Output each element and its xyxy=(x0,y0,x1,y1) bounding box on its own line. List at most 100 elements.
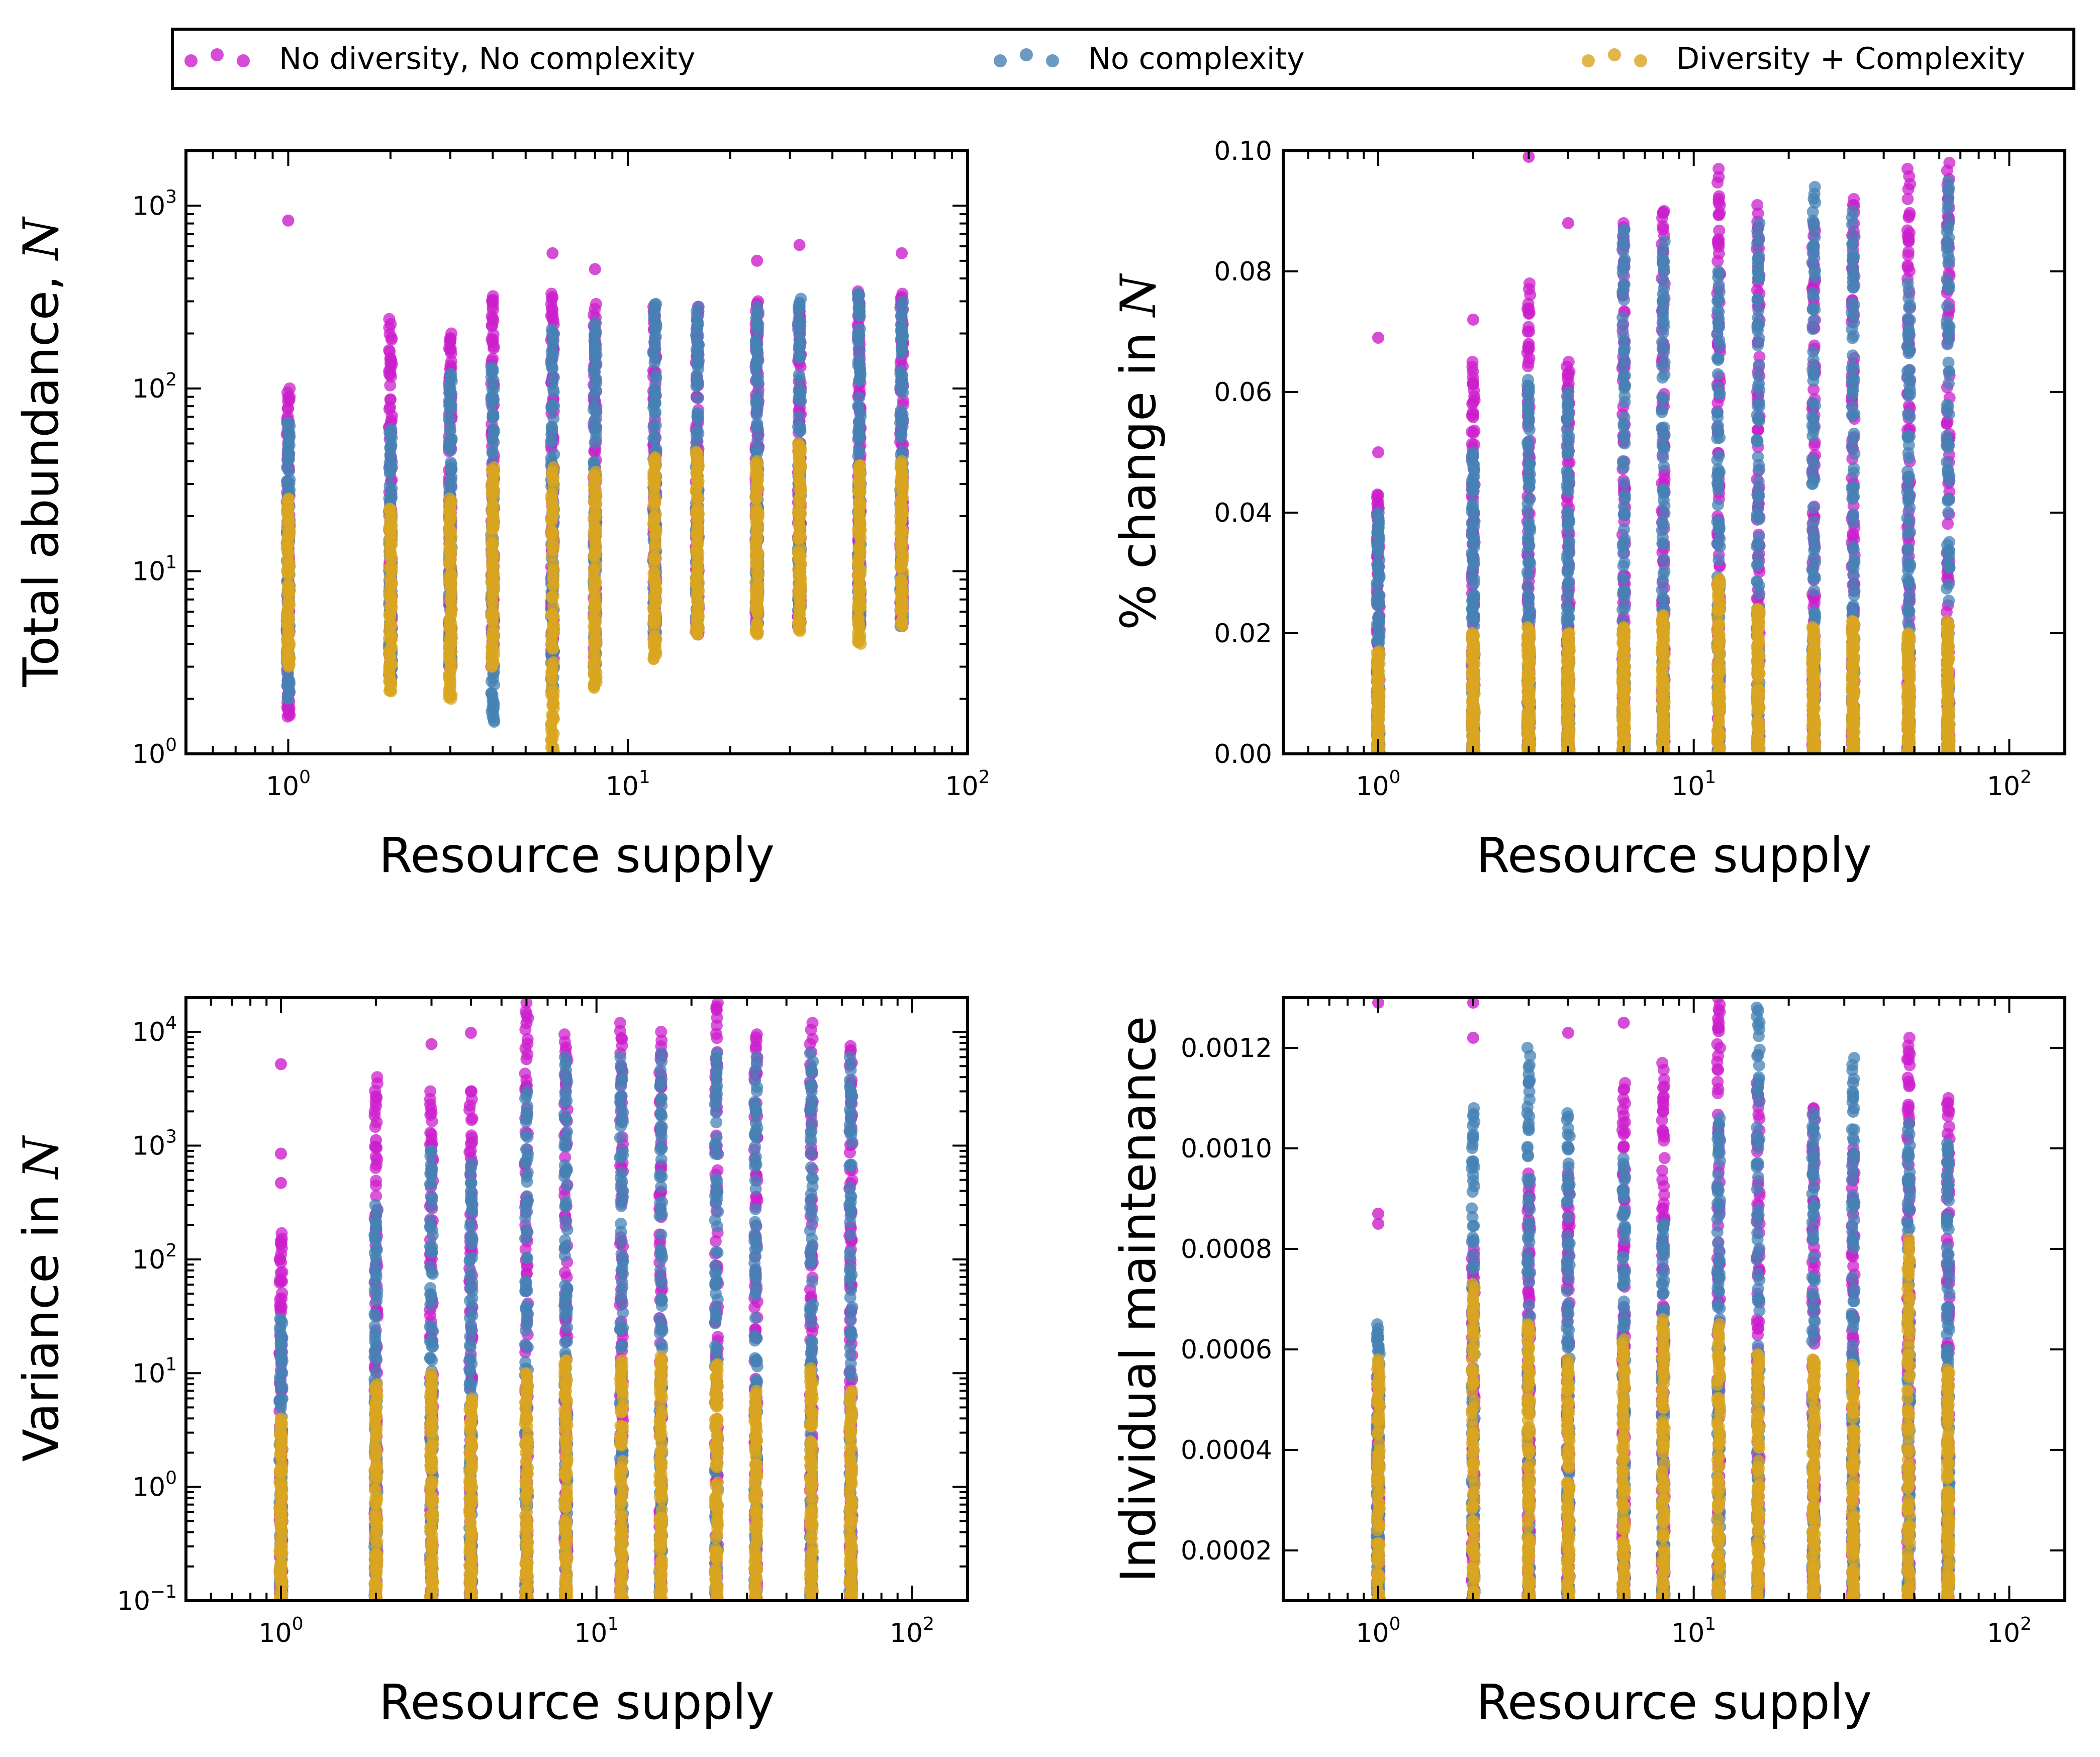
data-point xyxy=(546,362,559,374)
data-point xyxy=(1901,193,1914,206)
data-point xyxy=(1562,367,1574,380)
data-point xyxy=(443,650,455,663)
data-point xyxy=(385,628,398,641)
data-point xyxy=(853,476,866,489)
data-point xyxy=(589,436,601,449)
data-point xyxy=(691,345,704,358)
data-point xyxy=(281,583,294,596)
data-point xyxy=(1466,517,1478,530)
data-point xyxy=(1372,507,1385,519)
data-point xyxy=(1468,573,1481,585)
data-point xyxy=(546,642,559,655)
data-point xyxy=(792,421,804,433)
data-point xyxy=(1901,261,1914,273)
data-point xyxy=(444,424,457,436)
data-point xyxy=(1522,338,1535,350)
data-point xyxy=(1372,489,1384,502)
x-tick-label: 101 xyxy=(606,767,650,802)
data-point xyxy=(691,469,704,481)
data-point xyxy=(444,335,456,347)
data-point xyxy=(384,442,397,454)
data-point xyxy=(1372,542,1384,554)
data-point xyxy=(1713,224,1726,237)
data-point xyxy=(588,417,600,429)
data-point xyxy=(444,386,456,399)
data-point xyxy=(282,436,295,449)
data-point xyxy=(589,544,601,557)
data-point xyxy=(1752,423,1765,436)
data-point xyxy=(588,648,600,660)
data-point xyxy=(1522,321,1535,333)
data-point xyxy=(589,316,602,329)
data-point xyxy=(445,569,457,581)
data-point xyxy=(1467,472,1479,484)
data-point xyxy=(692,301,705,313)
data-point xyxy=(487,598,500,610)
data-point xyxy=(1522,435,1535,448)
data-point xyxy=(384,503,397,516)
data-point xyxy=(590,575,602,588)
data-point xyxy=(1467,497,1479,510)
data-point xyxy=(692,522,705,535)
data-point xyxy=(444,505,456,518)
data-point xyxy=(1523,277,1536,289)
data-point xyxy=(546,304,559,316)
data-point xyxy=(282,512,295,525)
legend-marker xyxy=(211,48,224,61)
data-point xyxy=(1902,211,1915,224)
data-point xyxy=(1523,555,1536,568)
data-point xyxy=(751,417,763,430)
data-point xyxy=(795,581,807,594)
data-point xyxy=(546,565,559,578)
data-point xyxy=(852,542,865,554)
legend-marker xyxy=(1608,48,1621,61)
data-point xyxy=(1941,417,1953,430)
data-point xyxy=(383,313,396,325)
data-point xyxy=(282,391,295,404)
data-point xyxy=(442,413,455,425)
data-point xyxy=(1943,157,1956,169)
data-point xyxy=(386,482,398,495)
data-point xyxy=(793,342,805,355)
data-point xyxy=(793,298,806,310)
data-point xyxy=(1712,240,1725,253)
data-point xyxy=(1467,411,1479,423)
data-point xyxy=(283,473,296,486)
data-point xyxy=(487,294,499,306)
data-point xyxy=(1467,396,1479,409)
data-point xyxy=(897,295,909,308)
data-point xyxy=(384,428,397,441)
data-point xyxy=(895,577,907,590)
series-3 xyxy=(280,437,909,754)
data-point xyxy=(853,444,866,457)
legend-marker xyxy=(184,54,198,67)
legend-entry-label: Diversity + Complexity xyxy=(1676,41,2025,76)
data-point xyxy=(793,334,806,346)
data-point xyxy=(545,718,557,730)
data-point xyxy=(751,338,763,351)
data-point xyxy=(896,472,908,485)
data-point-outlier xyxy=(589,263,601,275)
data-point xyxy=(282,494,295,507)
data-point xyxy=(793,609,806,621)
data-point xyxy=(545,400,558,413)
data-point xyxy=(487,365,499,378)
data-point xyxy=(444,635,457,647)
data-point xyxy=(1522,515,1535,528)
data-point xyxy=(896,368,908,381)
data-point xyxy=(1563,611,1575,624)
axes-frame xyxy=(184,149,969,755)
data-point xyxy=(282,609,295,622)
data-point xyxy=(442,479,455,492)
chart-panel-2: 100 101 1020.000.020.040.060.080.10Resourc… xyxy=(1110,136,2066,884)
data-point xyxy=(485,640,498,653)
data-point xyxy=(443,492,456,505)
data-point xyxy=(896,455,908,467)
data-point xyxy=(896,420,909,433)
legend-entry-label: No diversity, No complexity xyxy=(279,41,695,76)
data-point-outlier xyxy=(1712,193,1725,205)
data-point xyxy=(750,522,762,535)
data-point xyxy=(588,445,601,457)
data-point xyxy=(1466,356,1479,368)
data-point xyxy=(1521,498,1534,510)
